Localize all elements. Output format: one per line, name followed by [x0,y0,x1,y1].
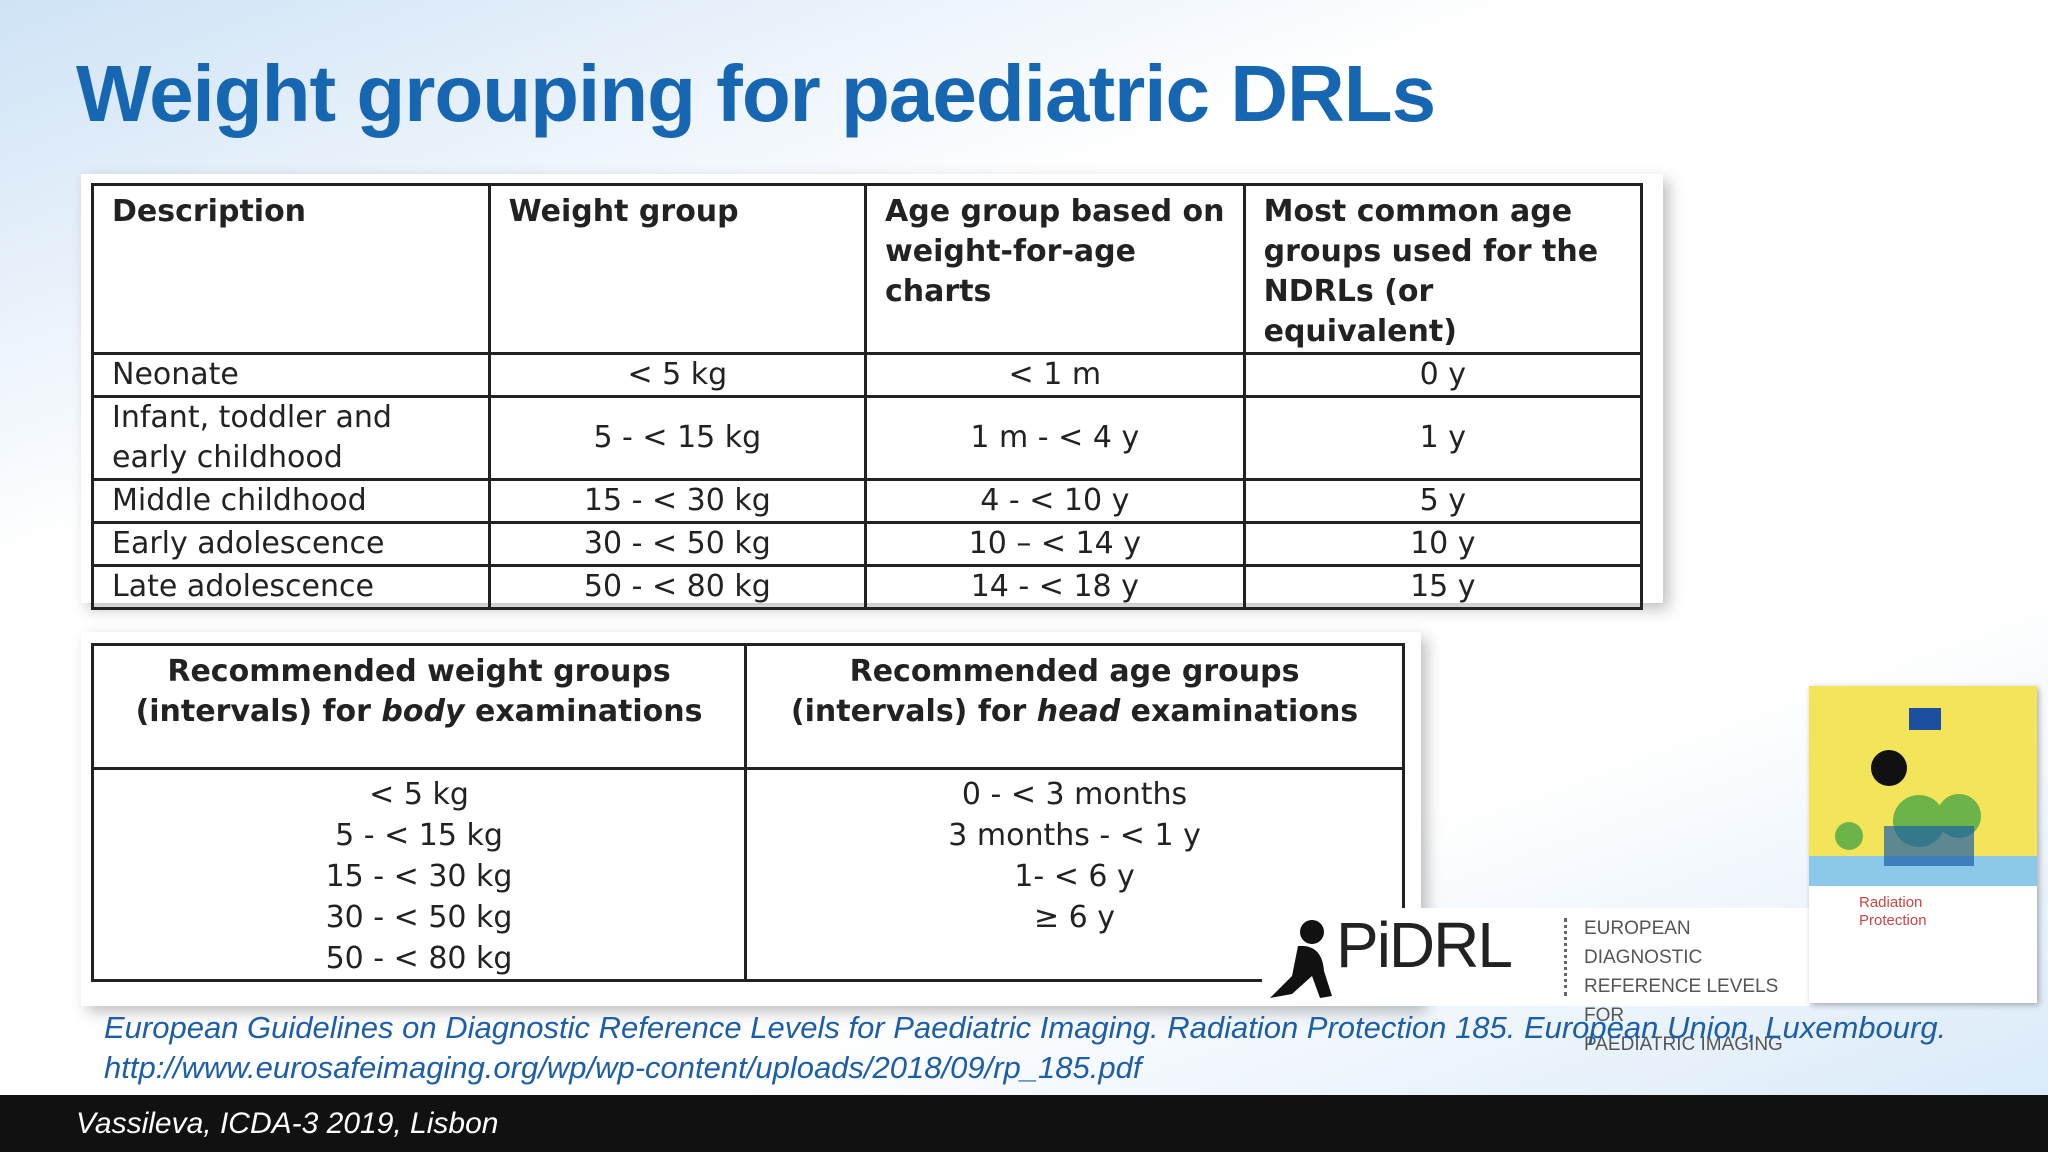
footer-text: Vassileva, ICDA-3 2019, Lisbon [76,1107,499,1140]
cell-line: ≥ 6 y [1034,900,1116,935]
header-row: Recommended weight groups (intervals) fo… [90,643,1405,770]
header-text: head [1036,694,1121,729]
pidrl-figure [1270,920,1332,998]
table-cell: Middle childhood [91,478,491,524]
citation: European Guidelines on Diagnostic Refere… [104,1008,1946,1088]
pidrl-line: PAEDIATRIC IMAGING [1584,1034,1783,1055]
pidrl-line: EUROPEAN DIAGNOSTIC [1584,918,1703,968]
header-text: Recommended age groups (intervals) for [790,654,1300,729]
citation-line: European Guidelines on Diagnostic Refere… [104,1010,1947,1045]
table-cell: 10 – < 14 y [864,521,1246,567]
table-cell: 15 y [1242,564,1644,610]
table-cell: 50 - < 80 kg [487,564,868,610]
cover-line: Protection [1859,912,1927,929]
report-cover: Radiation Protection [1809,686,2037,1003]
table-cell: < 5 kg 5 - < 15 kg 15 - < 30 kg 30 - < 50 k… [90,767,748,982]
cell-line: 50 - < 80 kg [325,941,513,976]
table-cell: 5 - < 15 kg [487,395,868,481]
header-text: body [381,694,465,729]
header-cell: Recommended weight groups (intervals) fo… [90,643,748,770]
header-text: examinations [1120,694,1359,729]
header-text: Recommended weight groups (intervals) fo… [135,654,671,729]
header-cell: Recommended age groups (intervals) for h… [744,643,1405,770]
cover-title: Radiation Protection [1809,886,2037,930]
footer: Vassileva, ICDA-3 2019, Lisbon [0,1095,2048,1152]
table-cell: 0 y [1242,352,1644,398]
table-cell: 10 y [1242,521,1644,567]
table-cell: 1 m - < 4 y [864,395,1246,481]
pidrl-logo: PiDRL EUROPEAN DIAGNOSTIC REFERENCE LEVEL… [1262,908,1810,1055]
pidrl-divider [1564,918,1567,996]
cell-line: 0 - < 3 months [961,777,1188,812]
cell-line: 5 - < 15 kg [335,818,503,853]
slide-title: Weight grouping for paediatric DRLs [76,49,1436,138]
cell-line: 30 - < 50 kg [325,900,513,935]
table-cell: Neonate [91,352,491,398]
header-cell: Description [91,183,491,355]
table-cell: 14 - < 18 y [864,564,1246,610]
cell-line: 3 months - < 1 y [948,818,1201,853]
table2: Recommended weight groups (intervals) fo… [90,643,1405,982]
cover-art [1809,686,2037,886]
table-cell: Infant, toddler and early childhood [91,395,491,481]
iaea-logo: IAEA [1874,30,1984,158]
header-text: examinations [464,694,703,729]
body-row: < 5 kg 5 - < 15 kg 15 - < 30 kg 30 - < 50 k… [90,767,1405,982]
cover-line: Radiation [1859,894,1923,911]
cell-line: 1- < 6 y [1014,859,1135,894]
table-cell: < 1 m [864,352,1246,398]
citation-line: http://www.eurosafeimaging.org/wp/wp-con… [104,1050,1142,1085]
table-row: Infant, toddler and early childhood 5 - <… [91,395,1644,481]
cell-line: 15 - < 30 kg [325,859,513,894]
cell-line: < 5 kg [369,777,469,812]
table-cell: 1 y [1242,395,1644,481]
table-cell: 4 - < 10 y [864,478,1246,524]
header-row: Description Weight group Age group based o… [91,183,1644,355]
logo-emblem [1891,41,1967,109]
pidrl-line: REFERENCE LEVELS FOR [1584,976,1779,1026]
header-cell: Most common age groups used for the NDRL… [1242,183,1644,355]
table-row: Early adolescence 30 - < 50 kg 10 – < 14 y… [91,521,1644,567]
pidrl-subtitle: EUROPEAN DIAGNOSTIC REFERENCE LEVELS FOR P… [1584,914,1810,1059]
table-cell: < 5 kg [487,352,868,398]
table-cell: 5 y [1242,478,1644,524]
pidrl-name: PiDRL [1336,909,1513,981]
table1: Description Weight group Age group based o… [91,183,1644,610]
table-cell: 15 - < 30 kg [487,478,868,524]
header-cell: Age group based on weight-for-age charts [864,183,1246,355]
table-cell: Late adolescence [91,564,491,610]
table-cell: Early adolescence [91,521,491,567]
logo-text: IAEA [1891,127,1967,157]
header-cell: Weight group [487,183,868,355]
table-cell: 30 - < 50 kg [487,521,868,567]
